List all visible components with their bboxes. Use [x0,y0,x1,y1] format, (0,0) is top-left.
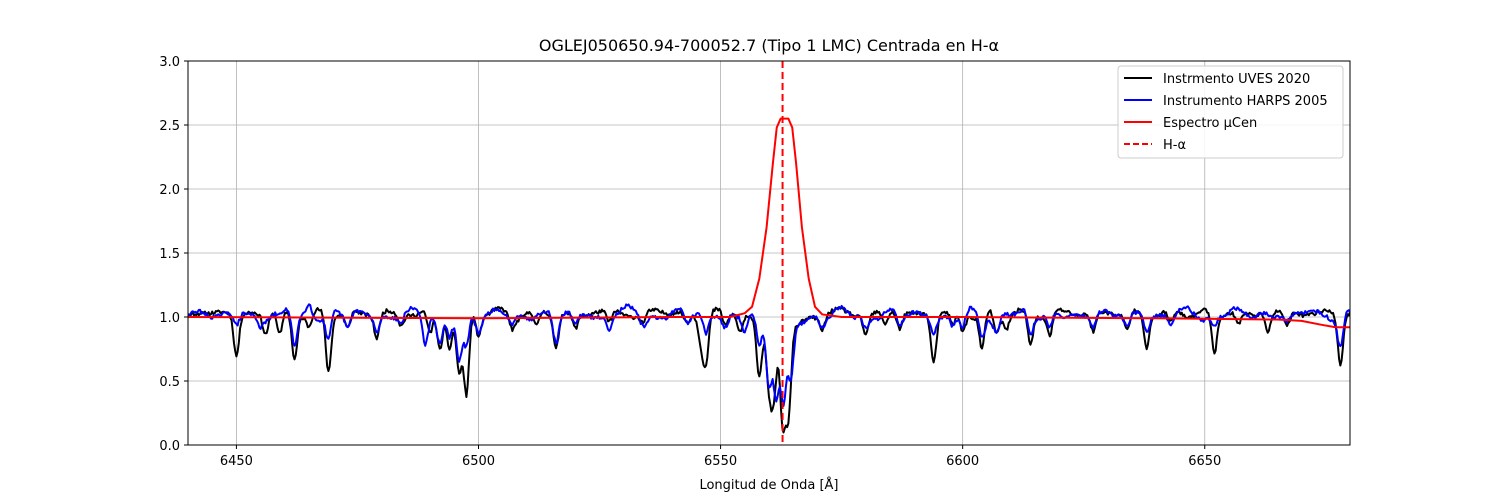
legend-label-mucen: Espectro μCen [1163,116,1257,131]
legend-box [1117,65,1344,159]
y-tick-label: 2.5 [159,119,180,134]
series-layer [188,61,1350,445]
x-tick-label: 6600 [946,454,979,469]
y-tick-label: 0.5 [159,375,180,390]
x-axis-label: Longitud de Onda [Å] [699,477,838,493]
tick-layer: 6450 6500 6550 6600 6650 0.0 0.5 1.0 1.5 2.0 2.5 3.… [159,55,1221,469]
legend-label-halpha: H-α [1163,138,1186,153]
y-tick-label: 1.0 [159,311,180,326]
x-tick-label: 6450 [220,454,253,469]
series-line-mucen [188,117,1350,329]
y-tick-label: 1.5 [159,247,180,262]
chart-title: OGLEJ050650.94-700052.7 (Tipo 1 LMC) Cen… [539,36,999,55]
y-tick-label: 2.0 [159,183,180,198]
legend-label-uves: Instrmento UVES 2020 [1163,72,1310,87]
y-tick-label: 0.0 [159,439,180,454]
x-tick-label: 6550 [704,454,737,469]
y-tick-label: 3.0 [159,55,180,70]
x-tick-label: 6500 [462,454,495,469]
legend-label-harps: Instrumento HARPS 2005 [1163,94,1328,109]
legend: Instrmento UVES 2020 Instrumento HARPS 2… [1117,65,1344,159]
x-tick-label: 6650 [1188,454,1221,469]
